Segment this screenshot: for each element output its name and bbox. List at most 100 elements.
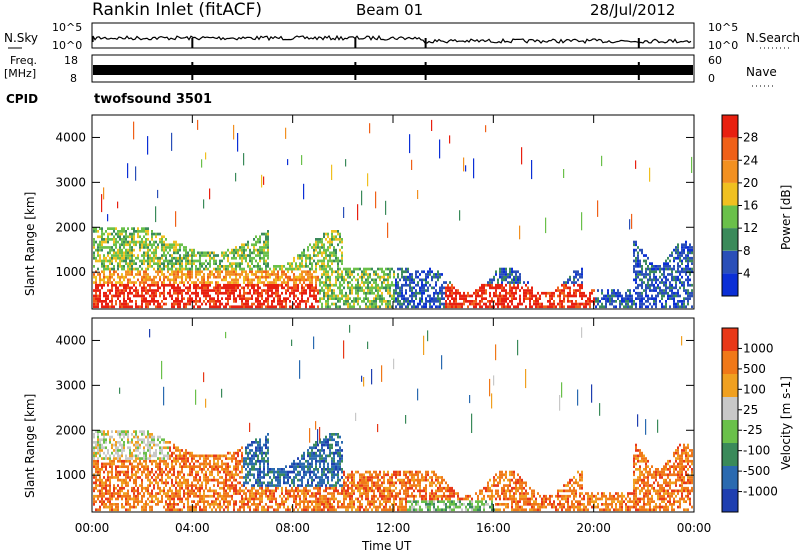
echo-cell	[101, 243, 103, 247]
echo-cell	[219, 265, 221, 268]
echo-cell	[213, 468, 215, 471]
echo-cell	[103, 283, 105, 287]
echo-cell	[113, 454, 115, 458]
echo-cell	[203, 492, 205, 495]
echo-cell	[399, 300, 401, 303]
echo-cell	[119, 443, 121, 447]
echo-cell	[127, 438, 129, 442]
echo-cell	[653, 267, 655, 271]
echo-cell	[387, 302, 389, 306]
echo-cell	[243, 289, 245, 292]
echo-cell	[145, 443, 147, 447]
echo-cell	[203, 457, 205, 460]
echo-cell	[107, 259, 109, 263]
echo-cell	[205, 283, 207, 287]
echo-cell	[207, 262, 209, 265]
echo-cell	[325, 265, 327, 268]
echo-cell	[209, 302, 211, 306]
echo-cell	[669, 294, 671, 298]
echo-cell	[231, 248, 233, 252]
echo-cell	[655, 297, 657, 300]
echo-cell	[117, 503, 119, 506]
echo-cell	[363, 300, 365, 303]
echo-cell	[155, 449, 157, 452]
echo-cell	[247, 497, 249, 501]
echo-cell	[157, 232, 159, 236]
echo-cell	[263, 270, 265, 274]
echo-cell	[361, 190, 363, 206]
echo-cell	[221, 254, 223, 257]
echo-cell	[255, 438, 257, 442]
echo-cell	[225, 291, 227, 295]
echo-cell	[253, 291, 255, 295]
echo-cell	[207, 254, 209, 257]
echo-cell	[255, 273, 257, 276]
echo-cell	[127, 430, 129, 433]
echo-cell	[157, 492, 159, 495]
echo-cell	[163, 294, 165, 298]
echo-cell	[525, 294, 527, 298]
echo-cell	[217, 275, 219, 279]
echo-cell	[643, 259, 645, 263]
echo-cell	[161, 481, 163, 485]
echo-cell	[257, 297, 259, 300]
echo-cell	[99, 446, 101, 450]
echo-cell	[577, 283, 579, 287]
nsky-tick-high: 10^5	[52, 21, 82, 34]
echo-cell	[239, 508, 241, 512]
echo-cell	[113, 494, 115, 498]
echo-cell	[255, 254, 257, 257]
echo-cell	[145, 281, 147, 284]
echo-cell	[173, 494, 175, 498]
echo-cell	[311, 275, 313, 279]
echo-cell	[503, 302, 505, 306]
echo-cell	[479, 289, 481, 292]
echo-cell	[285, 283, 287, 287]
echo-cell	[399, 302, 401, 306]
echo-cell	[161, 246, 163, 249]
echo-cell	[93, 454, 95, 458]
echo-cell	[669, 265, 671, 268]
echo-cell	[565, 283, 567, 287]
echo-cell	[357, 278, 359, 282]
echo-cell	[95, 441, 97, 444]
echo-cell	[315, 243, 317, 247]
echo-cell	[165, 478, 167, 482]
echo-cell	[665, 267, 667, 271]
echo-cell	[199, 254, 201, 257]
echo-cell	[249, 422, 251, 432]
echo-cell	[637, 251, 639, 255]
echo-cell	[191, 454, 193, 458]
echo-cell	[315, 238, 317, 241]
nsearch-label: N.Search	[746, 31, 800, 45]
echo-cell	[285, 281, 287, 284]
echo-cell	[161, 267, 163, 271]
echo-cell	[149, 435, 151, 439]
echo-cell	[423, 283, 425, 287]
echo-cell	[309, 270, 311, 274]
echo-cell	[217, 468, 219, 471]
echo-cell	[219, 486, 221, 490]
echo-cell	[373, 278, 375, 282]
echo-cell	[341, 246, 343, 249]
echo-cell	[325, 291, 327, 295]
echo-cell	[99, 443, 101, 447]
echo-cell	[371, 267, 373, 271]
echo-cell	[155, 300, 157, 303]
echo-cell	[141, 297, 143, 300]
echo-cell	[329, 305, 331, 309]
echo-cell	[235, 492, 237, 495]
echo-cell	[185, 259, 187, 263]
echo-cell	[381, 286, 383, 290]
echo-cell	[311, 262, 313, 265]
echo-cell	[347, 294, 349, 298]
echo-cell	[119, 248, 121, 252]
echo-cell	[167, 454, 169, 458]
echo-cell	[233, 486, 235, 490]
echo-cell	[667, 265, 669, 268]
echo-cell	[261, 500, 263, 503]
echo-cell	[223, 251, 225, 255]
echo-cell	[137, 267, 139, 271]
echo-cell	[393, 283, 395, 287]
echo-cell	[665, 262, 667, 265]
